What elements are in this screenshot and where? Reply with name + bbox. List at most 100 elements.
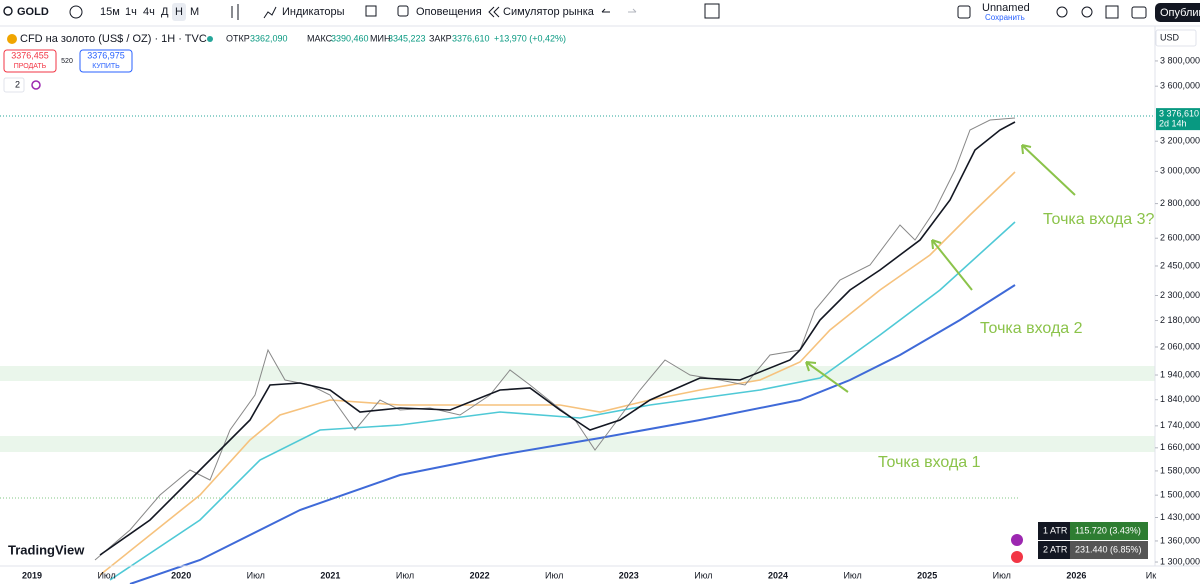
ohlc-value: 3362,090 — [250, 33, 288, 43]
sell-button[interactable] — [3, 49, 57, 73]
indicator-icon[interactable] — [31, 80, 41, 90]
fullscreen[interactable] — [1105, 5, 1119, 19]
time-tick-label: 2023 — [619, 570, 639, 580]
price-tick-label: 1 660,000 — [1160, 442, 1200, 452]
publish-label[interactable]: Опублик — [1160, 7, 1200, 19]
toolbar — [0, 0, 1200, 26]
currency-button[interactable] — [1155, 29, 1197, 47]
settings[interactable] — [1081, 6, 1093, 18]
time-tick-label: Июл — [247, 570, 265, 580]
price-tick-label: 1 940,000 — [1160, 369, 1200, 379]
arrow — [931, 239, 973, 291]
time-tick-label: 2019 — [22, 570, 42, 580]
price-tick-label: 3 200,000 — [1160, 136, 1200, 146]
time-tick-label: Ик — [1146, 570, 1156, 580]
event-icon[interactable] — [1011, 534, 1023, 546]
price-tick-label: 2 300,000 — [1160, 290, 1200, 300]
layout-toggle[interactable] — [957, 5, 971, 19]
time-tick-label: Июл — [97, 570, 115, 580]
redo — [628, 8, 637, 13]
price-tick-label: 1 500,000 — [1160, 490, 1200, 500]
buy-label[interactable]: КУПИТЬ — [92, 63, 120, 70]
indicators-toggle[interactable] — [3, 77, 25, 93]
last-price-badge — [1156, 108, 1200, 131]
atr-label: 1 ATR — [1043, 525, 1068, 535]
quick-search[interactable] — [1056, 6, 1068, 18]
currency[interactable]: USD — [1160, 32, 1180, 42]
indicators-count[interactable]: 2 — [15, 79, 20, 89]
layout-icon[interactable] — [365, 5, 377, 17]
price-tick-label: 3 000,000 — [1160, 166, 1200, 176]
price-tick-label: 1 360,000 — [1160, 535, 1200, 545]
undo[interactable] — [601, 8, 610, 13]
price-tick-label: 2 180,000 — [1160, 315, 1200, 325]
fullscreen-icon[interactable] — [704, 3, 720, 19]
interval[interactable]: 4ч — [143, 6, 155, 18]
ma-20 — [99, 121, 1016, 556]
brand: TradingView — [8, 542, 85, 557]
interval[interactable]: Д — [161, 6, 169, 18]
price-tick-label: 1 580,000 — [1160, 465, 1200, 475]
interval[interactable]: М — [190, 6, 199, 18]
replay-button[interactable]: Симулятор рынка — [503, 6, 595, 18]
sell-label[interactable]: ПРОДАТЬ — [14, 63, 47, 70]
price-tick-label: 2 800,000 — [1160, 198, 1200, 208]
alert-icon[interactable] — [397, 5, 409, 17]
ma-200 — [129, 284, 1016, 584]
spread: 520 — [61, 58, 73, 65]
flag-icon[interactable] — [1011, 551, 1023, 563]
time-tick-label: 2022 — [470, 570, 490, 580]
arrow — [1021, 144, 1076, 196]
ohlc-value: 3376,610 — [452, 33, 490, 43]
interval-active-bg — [172, 3, 186, 21]
price-tick-label: 2 450,000 — [1160, 260, 1200, 270]
buy-button[interactable] — [79, 49, 133, 73]
last-price-label: 3 376,610 — [1159, 108, 1199, 118]
time-tick-label: Июл — [396, 570, 414, 580]
price-line-series — [94, 117, 1016, 561]
arrow — [805, 361, 849, 393]
annotation: Точка входа 3? — [1043, 211, 1155, 228]
ohlc-value: 3345,223 — [388, 33, 426, 43]
instrument: CFD на золото (US$ / OZ) · 1H · TVC — [20, 33, 207, 45]
replay-icon[interactable] — [488, 6, 500, 18]
compare-icon[interactable] — [69, 5, 83, 19]
annotation: Точка входа 1 — [878, 454, 981, 471]
price-tick-label: 3 800,000 — [1160, 55, 1200, 65]
time-tick-label: Июл — [843, 570, 861, 580]
price-tick-label: 3 600,000 — [1160, 81, 1200, 91]
publish-button[interactable] — [1155, 3, 1200, 22]
time-tick-label: 2026 — [1066, 570, 1086, 580]
time-tick-label: 2024 — [768, 570, 788, 580]
price-tick-label: 2 600,000 — [1160, 233, 1200, 243]
indicators-icon[interactable] — [263, 6, 277, 19]
time-tick-label: Июл — [545, 570, 563, 580]
price-tick-label: 2 060,000 — [1160, 341, 1200, 351]
alerts-button[interactable]: Оповещения — [416, 6, 482, 18]
chart-type-icon[interactable] — [231, 4, 239, 20]
interval[interactable]: 15м — [100, 6, 120, 18]
snapshot[interactable] — [1131, 6, 1147, 19]
buy-price[interactable]: 3376,975 — [87, 50, 125, 60]
interval[interactable]: 1ч — [125, 6, 137, 18]
ohlc-label: МАКС — [307, 33, 333, 43]
ohlc-label: МИН — [370, 33, 390, 43]
time-tick-label: 2021 — [320, 570, 340, 580]
sell-price[interactable]: 3376,455 — [11, 50, 49, 60]
ohlc-value: 3390,460 — [331, 33, 369, 43]
layout-status: Сохранить — [985, 13, 1025, 22]
atr-label: 2 ATR — [1043, 544, 1068, 554]
layout-name[interactable]: Unnamed — [982, 2, 1030, 14]
atr-value: 231.440 (6.85%) — [1075, 544, 1142, 554]
ohlc-label: ОТКР — [226, 33, 250, 43]
annotation: Точка входа 2 — [980, 320, 1083, 337]
price-tick-label: 1 300,000 — [1160, 556, 1200, 566]
symbol[interactable]: GOLD — [17, 6, 49, 18]
interval[interactable]: Н — [175, 6, 183, 18]
atr-value-bg — [1070, 522, 1148, 540]
price-tick-label: 1 840,000 — [1160, 394, 1200, 404]
search-icon[interactable] — [3, 6, 13, 16]
countdown: 2d 14h — [1159, 118, 1187, 128]
indicators-button[interactable]: Индикаторы — [282, 6, 345, 18]
